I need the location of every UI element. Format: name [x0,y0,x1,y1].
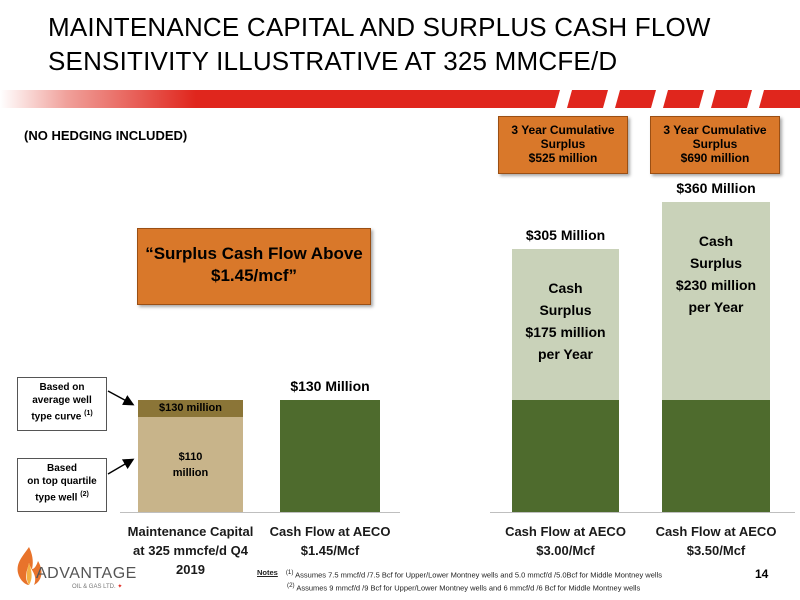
surplus-cash-flow-box: “Surplus Cash Flow Above $1.45/mcf” [137,228,371,305]
callout-upper-line-3: type curve (1) [20,407,104,423]
maple-leaf-icon: ✦ [117,584,123,590]
notes-label: Notes [257,568,278,577]
callout-lower-line-3: type well (2) [20,488,104,504]
callout-lower-line-2: on top quartile [27,476,97,487]
chart-1-category-label-2: Cash Flow at AECO $1.45/Mcf [250,522,410,560]
callout-upper-line-1: Based on [39,382,85,393]
callout-lower-line-1: Based [46,463,77,474]
chart-2-category-label-1: Cash Flow at AECO $3.00/Mcf [482,522,649,560]
chart-2-bar-2-segment-2 [662,201,770,400]
chart-1-category-1-line-3: 2019 [176,562,205,577]
callout-average-well: Based on average well type curve (1) [17,377,107,431]
footnote-1: Notes (1) Assumes 7.5 mmcf/d /7.5 Bcf fo… [257,568,662,581]
chart-2-category-2-line-1: Cash Flow at AECO [655,524,777,539]
cumulative-box-2-line-1: 3 Year Cumulative [663,123,767,137]
chart-2-bar-1-segment-1 [512,400,619,512]
chart-1-bar-1-segment-2 [138,400,243,418]
chart-2-bar-2-segment-2-label: Cash Surplus $230 million per Year [675,232,757,315]
flame-icon [17,547,42,585]
chart-2-bar-1-segment-2-label: Cash Surplus $175 million per Year [525,280,606,363]
chart-2-bar-2-total-label: $360 Million [676,179,756,196]
callout-top-quartile: Based on top quartile type well (2) [17,458,107,512]
cumulative-surplus-box-2: 3 Year Cumulative Surplus $690 million [650,116,780,174]
chart-1-category-1-line-1: Maintenance Capital [127,524,254,539]
chart-2-category-label-2: Cash Flow at AECO $3.50/Mcf [632,522,800,560]
footnote-1-sup: (1) [285,569,294,576]
chart-2-category-2-line-2: $3.50/Mcf [686,543,746,558]
chart-2-x-axis [490,512,795,513]
footnote-1-text: (1) Assumes 7.5 mmcf/d /7.5 Bcf for Uppe… [286,568,662,581]
chart-1-category-2-line-2: $1.45/Mcf [300,543,360,558]
footnote-1-body: Assumes 7.5 mmcf/d /7.5 Bcf for Upper/Lo… [295,570,662,580]
chart-2-category-1-line-2: $3.00/Mcf [536,543,595,558]
company-logo: ADVANTAGE OIL & GAS LTD. ✦ [12,545,152,595]
chart-1-bar-1-segment-1 [138,417,243,512]
callout-lower-sup: (2) [80,491,89,498]
cumulative-box-1-line-3: $525 million [528,151,598,165]
footnote-2-body: Assumes 9 mmcf/d /9 Bcf for Upper/Lower … [296,583,641,592]
page-title: MAINTENANCE CAPITAL AND SURPLUS CASH FLO… [48,10,748,78]
callout-arrow-upper [107,390,135,406]
chart-1-bar-1-segment-2-label: $130 million [159,402,222,414]
footnote-2-sup: (2) [287,581,295,589]
title-line-2: SENSITIVITY ILLUSTRATIVE AT 325 MMCFE/D [48,46,618,76]
logo-subtext: OIL & GAS LTD. ✦ [72,583,122,590]
chart-2-bar-1-total-label: $305 Million [525,227,606,244]
cumulative-box-1-line-1: 3 Year Cumulative [511,123,615,137]
chart-1-x-axis [120,512,400,513]
chart-1-bar-2-segment-1 [280,400,380,512]
callout-upper-sup: (1) [84,410,93,417]
logo-wordmark: ADVANTAGE [36,565,137,582]
footnotes: Notes (1) Assumes 7.5 mmcf/d /7.5 Bcf fo… [257,568,662,593]
cumulative-surplus-box-1: 3 Year Cumulative Surplus $525 million [498,116,628,174]
chart-1-bar-2-total-label: $130 Million [290,378,370,394]
chart-1-category-2-line-1: Cash Flow at AECO [269,524,391,539]
subheading: (NO HEDGING INCLUDED) [24,128,188,143]
footnote-2: (2) Assumes 9 mmcf/d /9 Bcf for Upper/Lo… [257,581,662,594]
title-line-1: MAINTENANCE CAPITAL AND SURPLUS CASH FLO… [48,12,711,42]
callout-lower-text-3: type well [35,492,78,504]
chart-2-bar-2-segment-1 [662,400,770,512]
cumulative-box-1-line-2: Surplus [540,137,586,151]
surplus-box-line-2: $1.45/mcf” [211,266,297,285]
logo-subtext-text: OIL & GAS LTD. [72,584,116,590]
chart-1-bar-1-segment-1-label: $110 million [172,450,209,479]
cumulative-box-2-line-2: Surplus [692,137,738,151]
cumulative-box-2-line-3: $690 million [680,151,750,165]
chart-2-bar-1-segment-2 [512,249,619,400]
page-number: 14 [755,567,769,581]
red-stripe-banner [0,90,800,108]
surplus-box-line-1: “Surplus Cash Flow Above [145,244,363,263]
callout-upper-text-3: type curve [31,411,82,423]
callout-upper-line-2: average well [32,395,92,406]
chart-1-category-label-1: Maintenance Capital at 325 mmcfe/d Q4 2019 [108,522,273,579]
chart-1-category-1-line-2: at 325 mmcfe/d Q4 [133,543,248,558]
chart-2-category-1-line-1: Cash Flow at AECO [505,524,626,539]
callout-arrow-lower [107,458,135,475]
